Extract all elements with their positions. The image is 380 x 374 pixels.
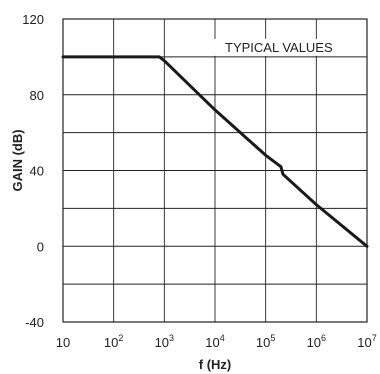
x-tick-label: 102 [104,333,123,350]
y-tick-label: 0 [37,239,44,254]
plot-frame [62,18,368,323]
y-tick-label: 120 [22,12,44,27]
x-tick-label: 104 [205,333,224,350]
x-tick-label: 103 [155,333,174,350]
x-tick-label: 106 [307,333,326,350]
annotation-typical-values: TYPICAL VALUES [225,40,333,55]
x-tick-label: 107 [357,333,376,350]
x-axis-title: f (Hz) [199,357,232,372]
x-tick-label: 105 [256,333,275,350]
x-tick-labels: 10 102 103 104 105 106 107 [56,333,377,350]
series-layer [61,55,369,248]
y-axis-title: GAIN (dB) [10,129,25,191]
y-tick-labels: -40 0 40 80 120 [22,12,44,330]
annotation-background [208,38,349,56]
y-tick-label: -40 [25,315,44,330]
x-tick-label: 10 [56,335,70,350]
series-line-gain [61,55,369,248]
grid-layer [63,19,367,322]
y-tick-label: 40 [30,164,44,179]
y-tick-label: 80 [30,88,44,103]
